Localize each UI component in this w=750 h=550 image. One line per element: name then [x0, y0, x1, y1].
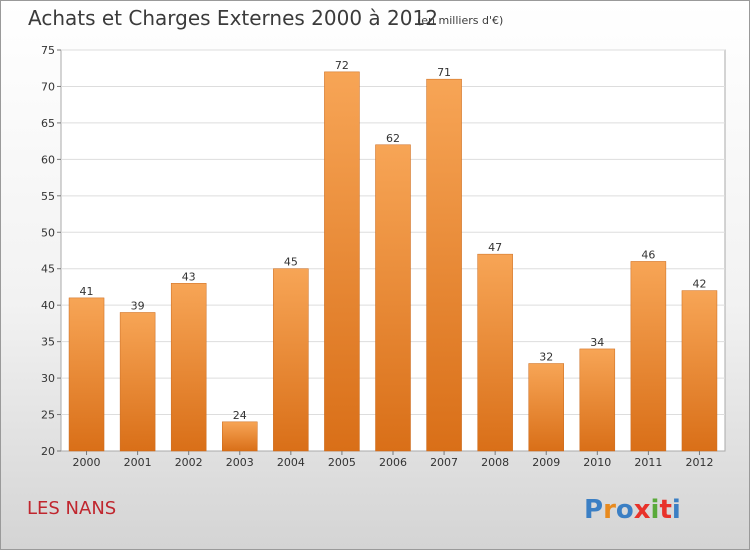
bar — [681, 290, 718, 452]
x-tick-label: 2000 — [73, 456, 101, 469]
y-tick-label: 30 — [41, 372, 55, 385]
y-tick-label: 70 — [41, 80, 55, 93]
commune-name: LES NANS — [27, 498, 116, 519]
bar — [630, 261, 667, 452]
logo-letter: o — [616, 495, 634, 525]
x-tick-label: 2005 — [328, 456, 356, 469]
logo-letter: i — [651, 495, 660, 525]
x-tick-label: 2001 — [124, 456, 152, 469]
data-label: 43 — [182, 270, 196, 283]
bar — [68, 297, 105, 452]
x-tick-label: 2012 — [685, 456, 713, 469]
bar — [477, 253, 513, 452]
logo-letter: x — [634, 495, 651, 525]
logo-letter: i — [672, 495, 681, 525]
y-tick-label: 40 — [41, 299, 55, 312]
data-label: 39 — [131, 299, 145, 312]
bar — [528, 363, 564, 452]
data-label-layer: 41 39 43 24 45 72 62 71 47 32 34 46 42 — [80, 59, 707, 422]
logo-letter: P — [584, 495, 603, 525]
x-tick-label: 2008 — [481, 456, 509, 469]
bar — [375, 144, 411, 452]
data-label: 62 — [386, 132, 400, 145]
bar — [324, 71, 360, 452]
y-tick-label: 75 — [41, 44, 55, 57]
y-tick-label: 50 — [41, 226, 55, 239]
x-tick-label: 2002 — [175, 456, 203, 469]
data-label: 24 — [233, 409, 247, 422]
data-label: 45 — [284, 256, 298, 269]
y-tick-label: 20 — [41, 445, 55, 458]
y-tick-label: 65 — [41, 117, 55, 130]
chart-subtitle: (en milliers d'€) — [417, 14, 503, 27]
bar — [426, 78, 462, 452]
x-tick-label: 2011 — [634, 456, 662, 469]
y-tick-label: 55 — [41, 190, 55, 203]
y-tick-label: 60 — [41, 153, 55, 166]
logo-letter: r — [603, 495, 616, 525]
x-axis: 2000 2001 2002 2003 2004 2005 2006 2007 2008 2009… — [73, 451, 713, 469]
bar — [222, 421, 258, 452]
x-tick-label: 2004 — [277, 456, 305, 469]
data-label: 34 — [590, 336, 604, 349]
bar — [273, 268, 309, 452]
bar — [579, 348, 616, 452]
x-tick-label: 2006 — [379, 456, 407, 469]
x-tick-label: 2003 — [226, 456, 254, 469]
chart-title: Achats et Charges Externes 2000 à 2012 — [28, 6, 438, 30]
y-tick-label: 35 — [41, 336, 55, 349]
data-label: 42 — [692, 278, 706, 291]
y-tick-label: 45 — [41, 263, 55, 276]
bar — [119, 312, 156, 452]
data-label: 41 — [80, 285, 94, 298]
x-tick-label: 2009 — [532, 456, 560, 469]
proxiti-logo: Proxiti — [584, 495, 681, 525]
data-label: 71 — [437, 66, 451, 79]
data-label: 46 — [641, 248, 655, 261]
logo-letter: t — [659, 495, 671, 525]
x-tick-label: 2010 — [583, 456, 611, 469]
x-tick-label: 2007 — [430, 456, 458, 469]
bar — [170, 283, 207, 452]
data-label: 72 — [335, 59, 349, 72]
bar-layer — [68, 71, 718, 452]
data-label: 32 — [539, 351, 553, 364]
y-tick-label: 25 — [41, 409, 55, 422]
y-axis: 20 25 30 35 40 45 50 55 60 65 70 75 — [41, 44, 61, 458]
data-label: 47 — [488, 241, 502, 254]
svg-text:Proxiti: Proxiti — [584, 495, 681, 525]
